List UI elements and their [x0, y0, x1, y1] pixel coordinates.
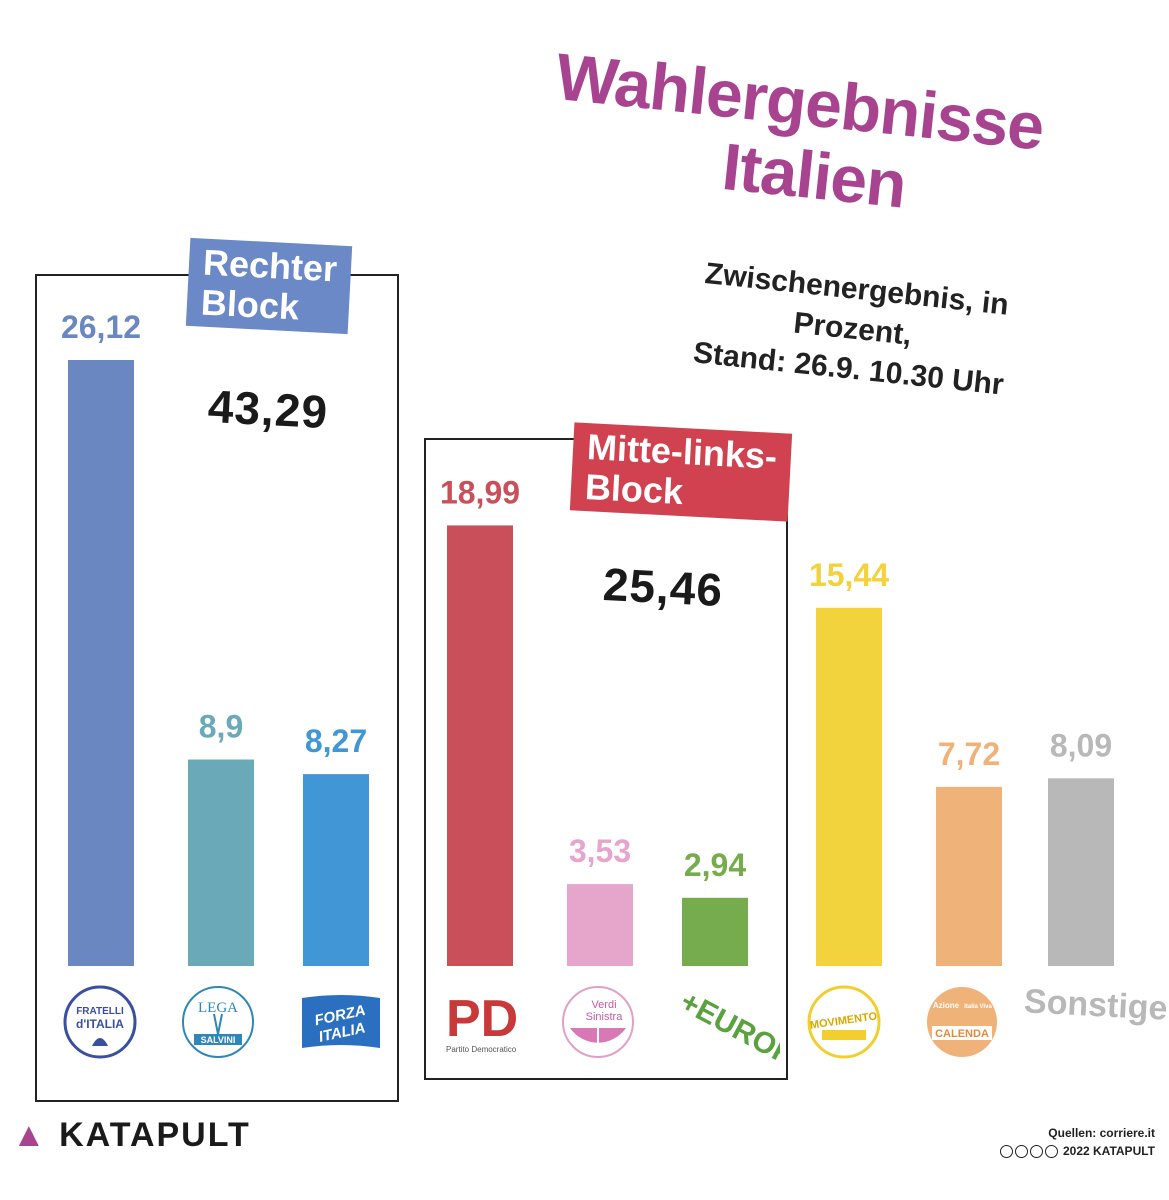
bar-label-7: 15,44 — [809, 557, 889, 593]
bar-4 — [447, 525, 513, 966]
bar-label-3: 8,27 — [305, 723, 367, 759]
azione-logo: Azione Italia Viva CALENDA — [927, 987, 997, 1057]
forza-italia-logo: FORZA ITALIA — [302, 995, 380, 1048]
center-left-block-total: 25,46 — [601, 557, 725, 617]
center-left-block-label-2: Block — [584, 466, 685, 513]
bar-label-1: 26,12 — [61, 309, 141, 345]
cc-license-icon — [999, 1144, 1060, 1159]
source-line-2: 2022 KATAPULT — [1062, 1144, 1155, 1158]
source-line-1: Quellen: corriere.it — [1048, 1126, 1155, 1140]
katapult-brand: ▲ KATAPULT — [12, 1116, 251, 1155]
source-note: Quellen: corriere.it 2022 KATAPULT — [999, 1124, 1155, 1160]
avs-logo-text-1: Verdi — [591, 999, 616, 1011]
bar-label-2: 8,9 — [199, 709, 243, 745]
katapult-wordmark: KATAPULT — [59, 1116, 251, 1154]
bar-5 — [567, 884, 633, 966]
bar-1 — [68, 360, 134, 966]
pd-logo-text-1: PD — [446, 990, 518, 1048]
center-left-block-badge: Mitte-links- Block — [569, 422, 793, 522]
bar-8 — [936, 786, 1002, 966]
pd-logo-text-2: Partito Democratico — [446, 1045, 517, 1054]
katapult-icon: ▲ — [12, 1116, 48, 1154]
avs-logo-text-2: Sinistra — [586, 1011, 624, 1023]
lega-logo-text-1: LEGA — [198, 1000, 238, 1016]
bar-2 — [188, 759, 254, 966]
lega-logo: LEGA SALVINI — [182, 986, 254, 1058]
bar-label-5: 3,53 — [569, 833, 631, 869]
fratelli-italia-logo: FRATELLI d'ITALIA — [63, 985, 137, 1059]
fdi-logo-text-1: FRATELLI — [76, 1006, 124, 1017]
sonstige-label: Sonstige — [1023, 982, 1169, 1028]
azione-logo-text-3: CALENDA — [935, 1028, 989, 1040]
azione-logo-text-1: Azione — [933, 1001, 960, 1010]
azione-logo-text-2: Italia Viva — [964, 1004, 992, 1010]
right-block-label-2: Block — [199, 281, 301, 328]
m5s-logo: MOVIMENTO — [807, 985, 881, 1059]
bar-label-6: 2,94 — [684, 847, 746, 883]
bar-7 — [816, 607, 882, 966]
avs-logo: Verdi Sinistra — [562, 986, 634, 1058]
bar-6 — [682, 897, 748, 966]
right-block-badge: Rechter Block — [185, 237, 353, 335]
lega-logo-text-2: SALVINI — [201, 1035, 236, 1045]
pd-logo: PD Partito Democratico — [446, 990, 518, 1054]
bar-9 — [1048, 778, 1114, 966]
europa-logo-text: +EUROPA — [675, 985, 780, 1074]
bar-label-4: 18,99 — [440, 474, 520, 510]
bar-label-8: 7,72 — [938, 736, 1000, 772]
bar-3 — [303, 774, 369, 966]
right-block-total: 43,29 — [206, 379, 330, 439]
fdi-logo-text-2: d'ITALIA — [76, 1017, 124, 1031]
bar-label-9: 8,09 — [1050, 727, 1112, 763]
plus-europa-logo: +EUROPA — [675, 985, 780, 1074]
